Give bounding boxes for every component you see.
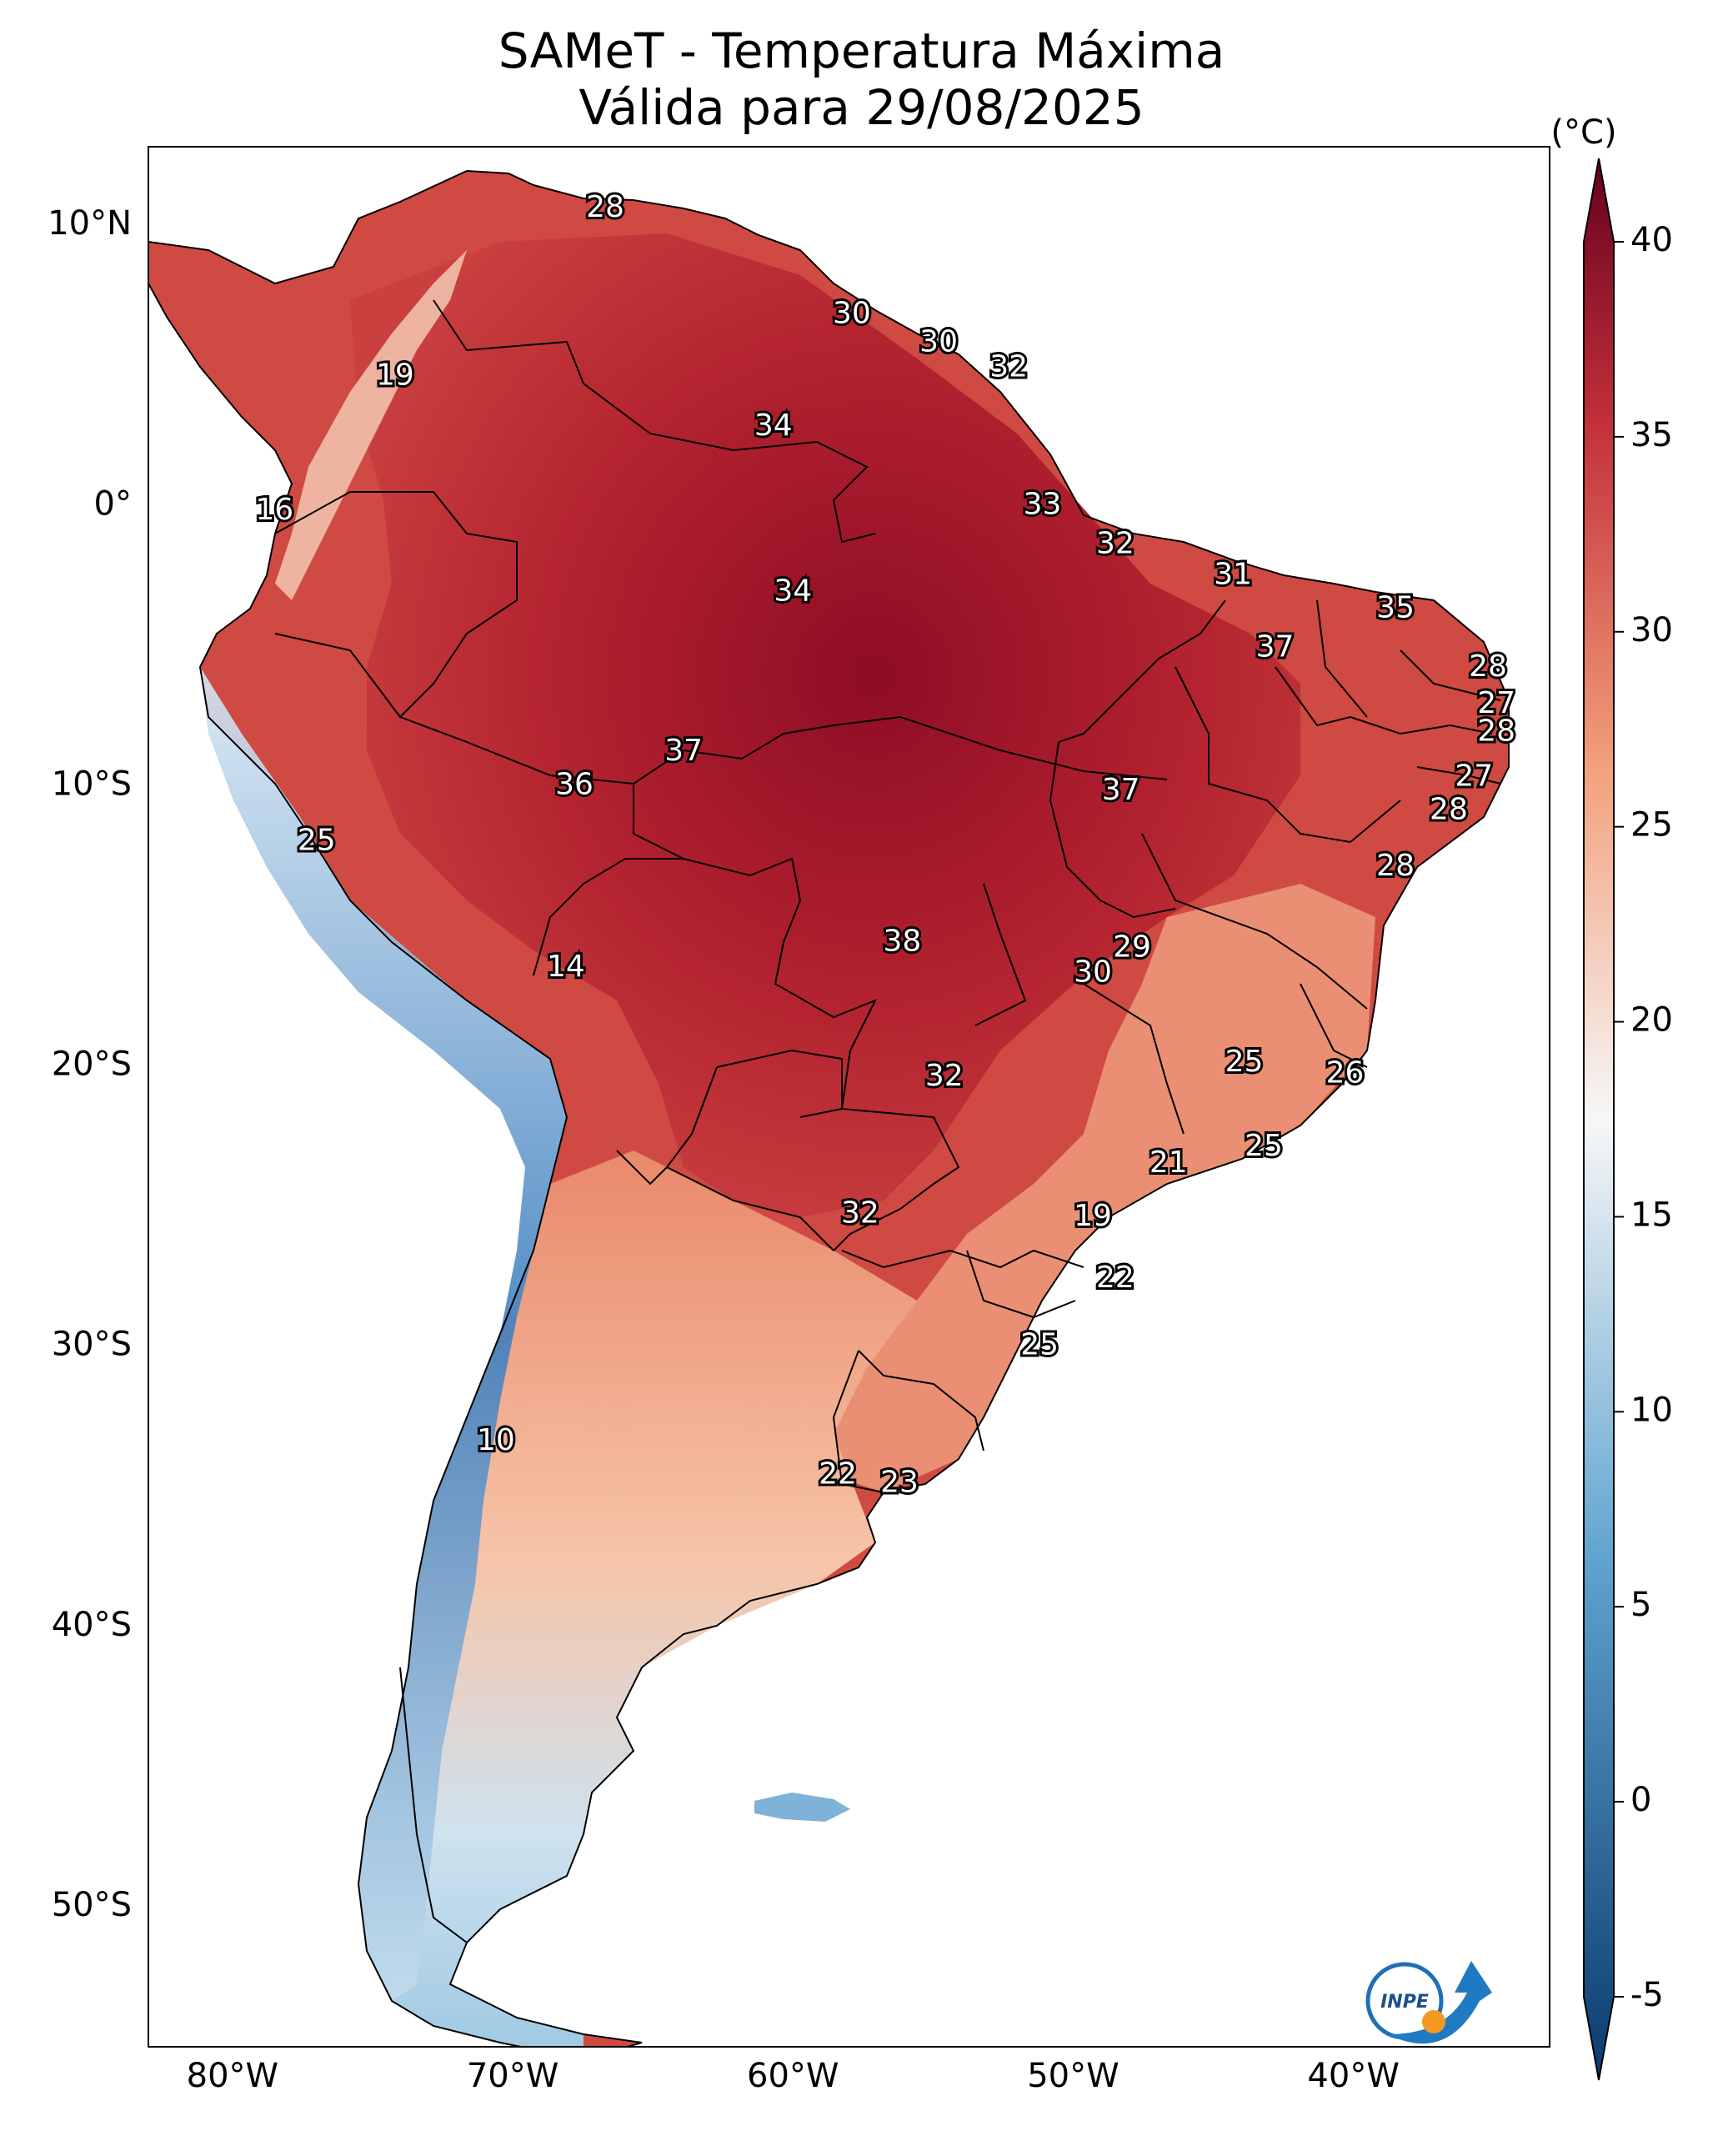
falkland-islands: [754, 1792, 850, 1822]
station-value: 32: [925, 1059, 964, 1093]
station-value: 25: [298, 824, 336, 858]
station-value: 25: [1225, 1045, 1264, 1079]
colorbar-tick-label: 40: [1630, 221, 1673, 259]
station-value: 32: [841, 1196, 879, 1231]
colorbar-tick-label: 15: [1630, 1196, 1673, 1234]
lon-tick-label: 70°W: [467, 2057, 558, 2095]
station-value: 10: [477, 1423, 515, 1457]
station-value: 30: [919, 324, 958, 358]
temperature-field: [148, 169, 1510, 2047]
station-value: 28: [1430, 793, 1468, 827]
station-value: 36: [555, 767, 594, 801]
colorbar-tick-label: 20: [1630, 1001, 1673, 1040]
station-value: 28: [586, 190, 624, 224]
inpe-logo-arrow: [1388, 1961, 1492, 2044]
station-value: 22: [819, 1457, 857, 1491]
colorbar-tick-label: 25: [1630, 806, 1673, 845]
station-value: 25: [1245, 1129, 1283, 1163]
colorbar-tick-label: 0: [1630, 1781, 1651, 1819]
station-value: 23: [880, 1465, 919, 1499]
lat-tick-label: 40°S: [52, 1606, 132, 1644]
lon-tick-label: 80°W: [187, 2057, 278, 2095]
station-value: 32: [1096, 526, 1134, 560]
hot-core-region: [350, 233, 1300, 1217]
map-frame: [148, 146, 1550, 2048]
station-value: 34: [754, 409, 793, 443]
station-value: 33: [1024, 487, 1062, 521]
colorbar-body: [1583, 158, 1615, 2081]
lon-tick-label: 60°W: [747, 2057, 839, 2095]
station-value: 30: [833, 297, 871, 331]
lat-tick-label: 0°: [94, 484, 132, 523]
lat-tick-label: 10°S: [52, 765, 132, 803]
colorbar-tick-label: 5: [1630, 1586, 1651, 1624]
southeast-cool-region: [817, 884, 1375, 1492]
station-value: 38: [883, 925, 921, 959]
station-value: 37: [1256, 630, 1295, 664]
lat-tick-label: 30°S: [52, 1326, 132, 1364]
inpe-logo-dot: [1422, 2010, 1445, 2033]
colorbar-unit: (°C): [1550, 113, 1616, 152]
station-value: 22: [1096, 1261, 1134, 1295]
station-value: 19: [1074, 1199, 1112, 1233]
lat-tick-label: 50°S: [52, 1886, 132, 1924]
colorbar-tick-label: 30: [1630, 611, 1673, 649]
station-value: 30: [1074, 955, 1112, 990]
station-value: 35: [1376, 591, 1415, 625]
station-value: 34: [774, 574, 812, 608]
colorbar: (°C) 40 35 30 25 20 15 10 5 0 -5: [1550, 113, 1673, 2081]
station-value: 32: [989, 350, 1028, 384]
station-value: 16: [255, 493, 293, 527]
map-title: SAMeT - Temperatura Máxima: [498, 23, 1225, 79]
inpe-logo: INPE: [1365, 1961, 1492, 2044]
lon-tick-label: 50°W: [1027, 2057, 1119, 2095]
colorbar-tick-label: -5: [1630, 1976, 1664, 2014]
colorbar-tick-label: 10: [1630, 1391, 1673, 1429]
map-subtitle: Válida para 29/08/2025: [579, 79, 1144, 136]
station-value: 28: [1376, 849, 1415, 883]
station-value: 27: [1477, 686, 1515, 720]
country-borders: [148, 169, 1510, 2047]
axis-ticks: 10°N 0° 10°S 20°S 30°S 40°S 50°S 80°W 70°W 60°W 50…: [48, 204, 1400, 2095]
station-value: 31: [1214, 557, 1252, 591]
lat-tick-label: 10°N: [48, 204, 132, 243]
station-value: 21: [1150, 1146, 1188, 1180]
lon-tick-label: 40°W: [1307, 2057, 1399, 2095]
northern-andes-cool-strip: [275, 250, 467, 600]
lat-tick-label: 20°S: [52, 1045, 132, 1084]
station-value: 37: [664, 734, 703, 768]
colorbar-tick-label: 35: [1630, 416, 1673, 454]
station-value: 28: [1477, 714, 1515, 749]
station-value: 27: [1455, 759, 1493, 793]
station-value: 26: [1326, 1056, 1365, 1091]
station-value: 37: [1102, 773, 1140, 807]
station-value: 14: [547, 950, 585, 984]
station-value: 19: [376, 358, 414, 393]
station-value: 29: [1113, 930, 1151, 964]
station-value: 25: [1020, 1328, 1059, 1362]
station-value: 28: [1469, 649, 1507, 684]
colorbar-ticks: 40 35 30 25 20 15 10 5 0 -5: [1614, 221, 1673, 2014]
inpe-logo-text: INPE: [1380, 1992, 1429, 2013]
